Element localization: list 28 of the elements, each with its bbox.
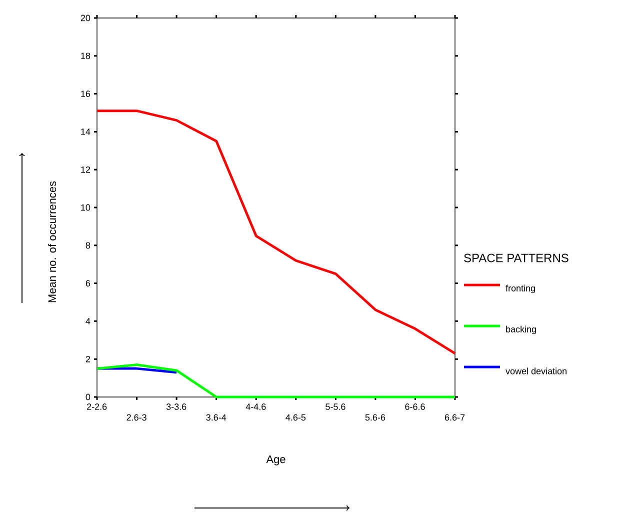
y-axis-title: Mean no. of occurrences: [48, 181, 56, 302]
x-axis-title: Age: [266, 455, 286, 466]
y-tick-label: 2: [86, 356, 90, 362]
y-tick-label: 8: [86, 242, 90, 249]
legend-label: vowel deviation: [506, 368, 566, 374]
y-tick-label: 16: [81, 90, 90, 97]
legend-label: backing: [506, 326, 536, 334]
legend-label: fronting: [506, 284, 535, 294]
line-series: [96, 110, 456, 355]
x-tick-label: 4-4.6: [246, 404, 266, 410]
y-tick-label: 20: [80, 14, 90, 22]
x-tick-label: 5-5.6: [326, 404, 346, 410]
y-tick-label: 4: [86, 318, 90, 324]
x-tick-label: 6.6-7: [444, 414, 465, 421]
y-tick-label: 12: [81, 166, 90, 173]
y-tick-label: 14: [81, 128, 90, 135]
legend-title: SPACE PATTERNS: [464, 254, 568, 262]
y-tick-label: 18: [81, 52, 90, 60]
x-tick-label: 5.6-6: [365, 414, 386, 421]
x-tick-label: 6-6.6: [405, 404, 425, 410]
y-tick-label: 10: [81, 204, 90, 211]
x-tick-label: 3-3.6: [166, 404, 186, 410]
y-tick-label: 6: [86, 280, 90, 286]
y-tick-label: 0: [86, 394, 90, 400]
x-tick-label: 2.6-3: [126, 414, 146, 421]
x-tick-label: 3.6-4: [206, 414, 226, 421]
x-tick-label: 2-2.6: [86, 404, 107, 410]
x-tick-label: 4.6-5: [286, 414, 306, 421]
